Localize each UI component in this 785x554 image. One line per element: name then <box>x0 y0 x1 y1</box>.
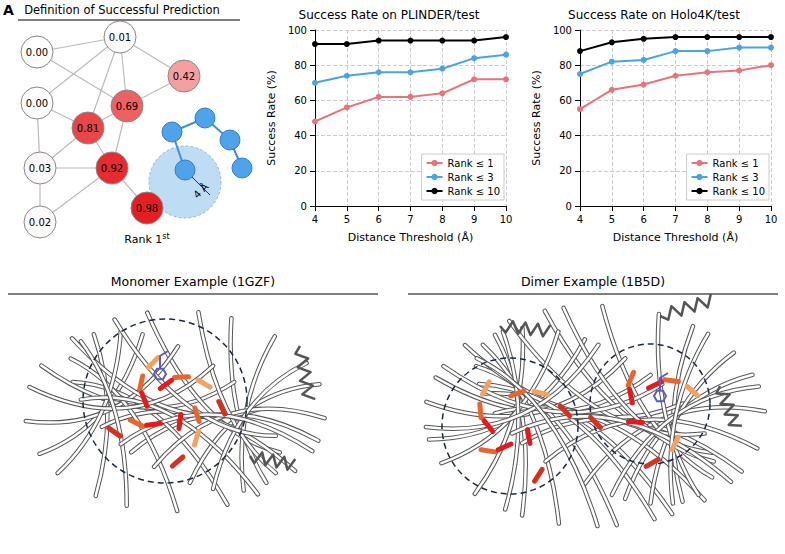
svg-text:9: 9 <box>736 214 742 225</box>
svg-text:0.81: 0.81 <box>77 123 99 134</box>
svg-text:A: A <box>3 2 14 18</box>
svg-text:40: 40 <box>559 130 572 141</box>
svg-text:Success Rate (%): Success Rate (%) <box>265 70 278 166</box>
svg-text:7: 7 <box>672 214 678 225</box>
svg-text:Definition of Successful Predi: Definition of Successful Prediction <box>24 3 220 17</box>
svg-text:80: 80 <box>294 60 307 71</box>
svg-text:Success Rate (%): Success Rate (%) <box>530 70 543 166</box>
svg-text:6: 6 <box>375 214 381 225</box>
svg-text:Monomer Example (1GZF): Monomer Example (1GZF) <box>111 274 275 289</box>
svg-text:10: 10 <box>500 214 513 225</box>
svg-text:8: 8 <box>439 214 445 225</box>
svg-text:0.00: 0.00 <box>26 47 48 58</box>
svg-text:8: 8 <box>704 214 710 225</box>
svg-text:Rank ≤ 10: Rank ≤ 10 <box>713 186 765 197</box>
svg-text:0.03: 0.03 <box>29 163 51 174</box>
svg-text:0.02: 0.02 <box>29 217 51 228</box>
svg-text:Success Rate on PLINDER/test: Success Rate on PLINDER/test <box>299 8 480 22</box>
svg-text:0.42: 0.42 <box>173 71 195 82</box>
svg-text:Success Rate on Holo4K/test: Success Rate on Holo4K/test <box>568 8 740 22</box>
svg-text:Rank ≤ 3: Rank ≤ 3 <box>713 172 759 183</box>
svg-text:0.69: 0.69 <box>116 101 138 112</box>
svg-text:0.01: 0.01 <box>109 32 131 43</box>
svg-text:Distance Threshold (Å): Distance Threshold (Å) <box>613 231 738 244</box>
svg-text:0.00: 0.00 <box>26 98 48 109</box>
svg-text:5: 5 <box>344 214 350 225</box>
svg-text:Rank ≤ 10: Rank ≤ 10 <box>448 186 500 197</box>
svg-text:4 Å: 4 Å <box>191 180 211 200</box>
svg-text:4: 4 <box>312 214 318 225</box>
svg-text:6: 6 <box>640 214 646 225</box>
svg-text:80: 80 <box>559 60 572 71</box>
svg-text:Distance Threshold (Å): Distance Threshold (Å) <box>348 231 473 244</box>
svg-text:40: 40 <box>294 130 307 141</box>
svg-text:Rank ≤ 3: Rank ≤ 3 <box>448 172 494 183</box>
svg-text:20: 20 <box>294 165 307 176</box>
svg-text:10: 10 <box>765 214 778 225</box>
svg-text:0: 0 <box>301 201 307 212</box>
svg-text:100: 100 <box>553 25 572 36</box>
svg-text:0.92: 0.92 <box>101 163 123 174</box>
svg-text:Dimer Example (1B5D): Dimer Example (1B5D) <box>521 274 665 289</box>
svg-text:Rank 1st: Rank 1st <box>124 232 169 246</box>
svg-text:100: 100 <box>288 25 307 36</box>
svg-text:20: 20 <box>559 165 572 176</box>
svg-text:7: 7 <box>407 214 413 225</box>
svg-text:0: 0 <box>566 201 572 212</box>
svg-text:5: 5 <box>609 214 615 225</box>
svg-text:Rank ≤ 1: Rank ≤ 1 <box>713 158 759 169</box>
svg-text:4: 4 <box>577 214 583 225</box>
svg-text:60: 60 <box>559 95 572 106</box>
svg-text:0.98: 0.98 <box>136 203 158 214</box>
svg-text:60: 60 <box>294 95 307 106</box>
svg-text:9: 9 <box>471 214 477 225</box>
svg-text:Rank ≤ 1: Rank ≤ 1 <box>448 158 494 169</box>
